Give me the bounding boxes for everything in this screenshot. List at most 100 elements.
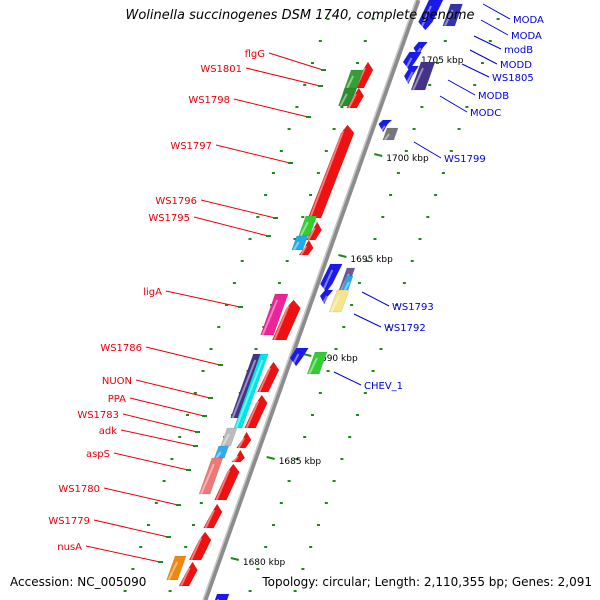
track-dot	[147, 524, 150, 526]
gene-label-leader	[135, 379, 211, 399]
track-dot	[168, 590, 172, 592]
track-dot	[217, 326, 221, 328]
gene-anchor-tick	[306, 116, 311, 118]
gene-shine	[299, 221, 309, 237]
gene-label-reverse: MODC	[470, 108, 501, 119]
gene-label-leader	[447, 79, 476, 96]
track-dot	[293, 238, 297, 240]
kbp-tick-label: 1705 kbp	[421, 56, 464, 66]
track-dot	[356, 62, 359, 64]
gene-anchor-tick	[186, 469, 191, 471]
track-dot	[340, 458, 344, 460]
gene-label-forward: WS1786	[100, 343, 142, 354]
gene-label-leader	[268, 52, 324, 71]
gene-label-leader	[122, 413, 198, 433]
genome-backbone-highlight	[202, 0, 417, 600]
gene-shine	[347, 93, 357, 109]
track-dot	[441, 172, 445, 174]
track-dot	[389, 194, 393, 196]
map-title: Wolinella succinogenes DSM 1740, complet…	[125, 8, 475, 23]
gene-block	[256, 361, 280, 393]
gene-shine	[167, 561, 179, 581]
track-dot	[301, 216, 305, 218]
gene-label-forward: WS1798	[188, 95, 230, 106]
gene-anchor-tick	[193, 445, 198, 447]
gene-anchor-tick	[176, 504, 181, 506]
gene-block	[306, 351, 328, 375]
gene-shine	[231, 359, 257, 419]
track-dot	[311, 62, 314, 64]
gene-anchor-tick	[318, 85, 323, 87]
gene-block	[378, 119, 393, 133]
gene-label-forward: WS1783	[77, 410, 119, 421]
track-dot	[178, 436, 182, 438]
track-dot	[324, 150, 328, 152]
track-dot	[201, 370, 205, 372]
gene-label-leader	[233, 98, 309, 118]
gene-block	[328, 289, 350, 313]
gene-shine	[300, 245, 308, 256]
gene-shine	[419, 5, 432, 31]
track-dot	[264, 546, 268, 548]
gene-shine	[245, 400, 260, 429]
track-dot	[232, 282, 236, 284]
track-dot	[248, 238, 252, 240]
track-dot	[387, 326, 391, 328]
track-dot	[332, 128, 336, 130]
gene-label-reverse: MODA	[511, 31, 542, 42]
track-dot	[295, 106, 299, 108]
track-dot	[192, 524, 195, 526]
track-dot	[481, 62, 484, 64]
track-dot	[363, 392, 367, 394]
gene-label-reverse: WS1793	[392, 302, 434, 313]
gene-label-leader	[361, 291, 390, 307]
gene-block	[244, 394, 268, 429]
gene-label-leader	[482, 3, 511, 20]
gene-shine	[237, 437, 245, 449]
gene-anchor-tick	[208, 397, 213, 399]
track-dot	[184, 546, 188, 548]
kbp-tick-label: 1695 kbp	[350, 255, 393, 265]
gene-block	[382, 127, 399, 141]
gene-label-leader	[439, 95, 468, 113]
gene-block	[289, 347, 309, 367]
track-dot	[334, 348, 338, 350]
track-dot	[225, 304, 229, 306]
track-dot	[381, 216, 385, 218]
gene-block	[203, 503, 223, 529]
kbp-tick-label: 1680 kbp	[243, 558, 286, 568]
gene-anchor-tick	[218, 364, 223, 366]
gene-label-leader	[145, 346, 221, 366]
gene-label-forward: WS1779	[48, 516, 90, 527]
track-dot	[371, 370, 375, 372]
gene-shine	[404, 57, 413, 71]
track-dot	[449, 150, 453, 152]
track-dot	[443, 40, 447, 42]
track-dot	[412, 128, 416, 130]
track-dot	[396, 172, 400, 174]
track-dot	[285, 260, 289, 262]
track-dot	[428, 84, 432, 86]
gene-shine	[291, 353, 300, 367]
gene-label-reverse: modB	[504, 45, 533, 56]
gene-label-forward: WS1780	[58, 484, 100, 495]
gene-anchor-tick	[288, 162, 293, 164]
gene-block	[230, 449, 246, 463]
track-dot	[254, 348, 258, 350]
gene-label-reverse: WS1799	[444, 154, 486, 165]
gene-block	[442, 3, 463, 27]
gene-label-forward: PPA	[108, 394, 126, 405]
gene-shine	[412, 67, 424, 91]
gene-label-leader	[215, 144, 291, 164]
track-dot	[264, 194, 268, 196]
track-dot	[303, 436, 307, 438]
gene-shine	[204, 509, 216, 529]
gene-block	[271, 299, 301, 341]
gene-block	[236, 431, 252, 449]
track-dot	[420, 106, 424, 108]
track-dot	[131, 568, 135, 570]
track-dot	[240, 260, 244, 262]
gene-block	[198, 457, 224, 495]
track-dot	[199, 502, 203, 504]
gene-label-leader	[103, 487, 179, 506]
